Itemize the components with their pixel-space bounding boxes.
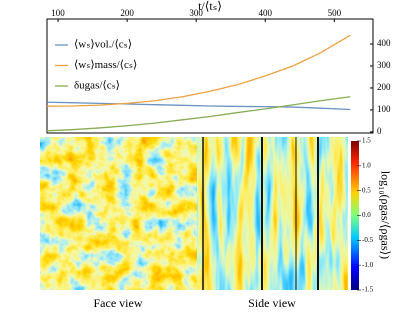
- colorbar-tick-label: 0.5: [362, 186, 371, 194]
- colorbar-tick-label: 0.0: [362, 211, 371, 219]
- colorbar-tick-label: 1.5: [362, 137, 371, 145]
- y-tick-label: 400: [377, 38, 391, 48]
- colorbar-tick-label: -1.0: [362, 261, 374, 269]
- colorbar-tick-label: -0.5: [362, 236, 374, 244]
- colorbar-tick-label: 1.0: [362, 161, 371, 169]
- x-axis-title: t/⟨tₛ⟩: [198, 0, 222, 13]
- legend-label: δugas/⟨cₛ⟩: [74, 80, 120, 92]
- colorbar-label: log₁₀(ρgas/⟨ρgas⟩): [378, 171, 392, 259]
- data-line: [46, 96, 351, 132]
- y-tick-label: 0: [377, 126, 382, 136]
- x-tick-label: 400: [259, 8, 273, 18]
- x-tick-label: 500: [328, 8, 342, 18]
- colorbar-tick-label: -1.5: [362, 286, 374, 294]
- y-tick-label: 300: [377, 60, 391, 70]
- x-tick-label: 100: [51, 8, 65, 18]
- side-view-streaks: [202, 137, 319, 290]
- panel-label: Face view: [94, 296, 143, 310]
- x-tick-label: 300: [189, 8, 203, 18]
- y-tick-label: 200: [377, 82, 391, 92]
- plot-frame: [46, 18, 374, 134]
- side-view-image: [197, 137, 348, 290]
- data-line: [46, 34, 351, 107]
- legend-label: ⟨wₛ⟩mass/⟨cₛ⟩: [74, 59, 137, 71]
- legend-label: ⟨wₛ⟩vol./⟨cₛ⟩: [74, 39, 132, 51]
- data-line: [46, 101, 351, 111]
- colorbar: [351, 141, 359, 290]
- panel-label: Side view: [248, 296, 296, 310]
- x-tick-label: 200: [120, 8, 134, 18]
- face-view-image: [40, 137, 197, 290]
- y-tick-label: 100: [377, 104, 391, 114]
